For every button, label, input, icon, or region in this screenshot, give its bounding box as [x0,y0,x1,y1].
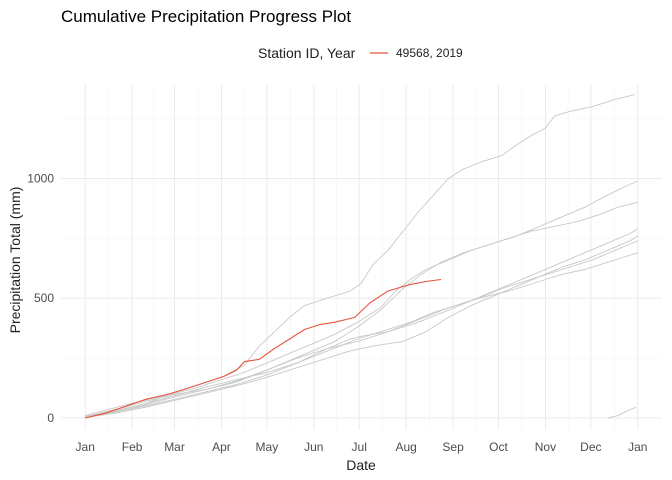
y-tick-label: 0 [47,411,54,425]
series-layer [85,94,639,419]
series-line-highlight [85,278,442,419]
x-tick-labels: Jan Feb Mar Apr May Jun Jul Aug Sep Oct Nov Dec Jan [76,440,648,454]
grid-minor [61,85,662,430]
legend-title: Station ID, Year [258,45,356,61]
x-tick-label: Oct [489,440,508,454]
x-tick-label: Jan [628,440,647,454]
x-tick-label: Sep [442,440,464,454]
series-line-background [85,228,639,418]
y-axis-label: Precipitation Total (mm) [7,187,23,334]
series-line-background [85,235,639,418]
legend-entries: 49568, 2019 [370,46,463,60]
series-line-background [85,201,638,418]
y-tick-labels: 0 500 1000 [27,171,54,425]
x-tick-label: Apr [212,440,231,454]
y-tick-label: 1000 [27,171,54,185]
chart-title: Cumulative Precipitation Progress Plot [61,7,351,26]
legend-entry-label: 49568, 2019 [396,46,463,60]
x-tick-label: Nov [535,440,556,454]
x-tick-label: Jul [352,440,367,454]
x-tick-label: Dec [580,440,601,454]
y-tick-label: 500 [34,291,54,305]
x-tick-label: Feb [122,440,143,454]
grid-major [61,85,662,430]
x-tick-label: May [256,440,279,454]
legend: Station ID, Year 49568, 2019 [258,45,463,61]
x-tick-label: Jun [304,440,323,454]
x-tick-label: Aug [395,440,416,454]
series-line-background [85,252,638,418]
series-line-background [85,94,635,418]
x-tick-label: Mar [164,440,185,454]
series-line-background [85,240,638,418]
x-axis-label: Date [346,457,376,473]
series-line-background [607,406,637,419]
x-tick-label: Jan [76,440,95,454]
series-line-background [85,180,638,417]
